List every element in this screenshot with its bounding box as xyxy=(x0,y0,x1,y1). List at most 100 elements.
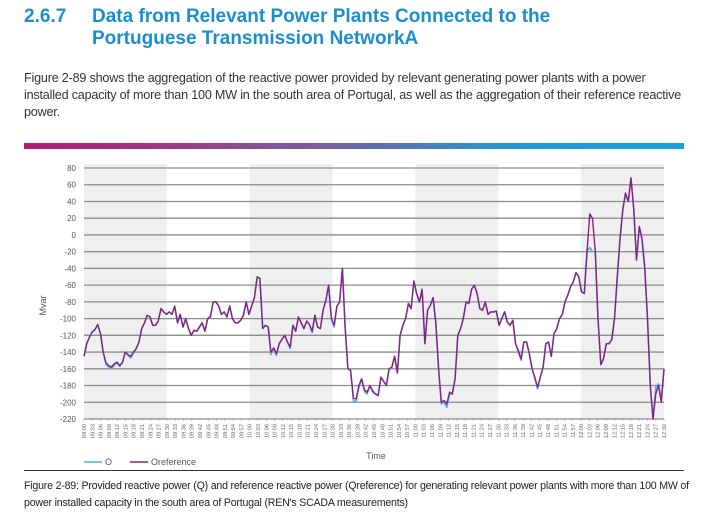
y-tick-label: -20 xyxy=(64,248,76,257)
x-tick-label: 11:09 xyxy=(438,424,444,438)
x-tick-label: 09:24 xyxy=(148,424,154,438)
x-tick-label: 09:09 xyxy=(107,424,113,438)
x-tick-label: 12:30 xyxy=(662,424,668,438)
y-tick-label: -40 xyxy=(64,264,76,273)
legend-item-q: Q xyxy=(84,457,112,467)
x-tick-label: 09:30 xyxy=(165,424,171,438)
y-tick-label: 60 xyxy=(67,181,76,190)
x-tick-label: 09:45 xyxy=(206,424,212,438)
x-tick-label: 10:30 xyxy=(331,424,337,438)
x-tick-label: 12:12 xyxy=(612,424,618,438)
x-tick-label: 10:39 xyxy=(355,424,361,438)
x-tick-label: 12:03 xyxy=(587,424,593,438)
x-tick-label: 09:06 xyxy=(99,424,105,438)
x-tick-label: 10:57 xyxy=(405,424,411,438)
x-tick-label: 11:21 xyxy=(471,424,477,438)
x-tick-label: 09:36 xyxy=(181,424,187,438)
x-tick-label: 10:51 xyxy=(389,424,395,438)
y-tick-label: 20 xyxy=(67,214,76,223)
x-tick-label: 11:57 xyxy=(571,424,577,438)
x-tick-label: 12:09 xyxy=(604,424,610,438)
x-tick-label: 09:33 xyxy=(173,424,179,438)
x-tick-label: 09:18 xyxy=(132,424,138,438)
chart-legend: Q Qreference xyxy=(84,457,196,467)
x-tick-label: 10:48 xyxy=(380,424,386,438)
x-tick-label: 11:15 xyxy=(455,424,461,438)
x-tick-label: 11:30 xyxy=(496,424,502,438)
shaded-band-2 xyxy=(415,164,499,419)
body-paragraph: Figure 2-89 shows the aggregation of the… xyxy=(24,71,682,119)
x-tick-label: 11:36 xyxy=(513,424,519,438)
x-tick-label: 10:24 xyxy=(314,424,320,438)
section-number: 2.6.7 xyxy=(24,6,67,27)
x-tick-label: 11:03 xyxy=(422,424,428,438)
x-tick-label: 10:03 xyxy=(256,424,262,438)
x-tick-label: 10:00 xyxy=(248,424,254,438)
x-tick-label: 11:18 xyxy=(463,424,469,438)
x-tick-label: 09:42 xyxy=(198,424,204,438)
x-tick-label: 12:27 xyxy=(654,424,660,438)
y-tick-label: -180 xyxy=(60,382,77,391)
x-tick-label: 11:45 xyxy=(538,424,544,438)
figure-caption: Figure 2-89: Provided reactive power (Q)… xyxy=(24,480,689,509)
x-tick-label: 09:51 xyxy=(223,424,229,438)
x-tick-label: 10:18 xyxy=(297,424,303,438)
x-tick-label: 10:36 xyxy=(347,424,353,438)
x-tick-label: 12:15 xyxy=(621,424,627,438)
x-axis-label: Time xyxy=(366,451,386,461)
y-tick-label: -100 xyxy=(60,315,77,324)
x-tick-label: 10:15 xyxy=(289,424,295,438)
x-tick-label: 11:33 xyxy=(505,424,511,438)
shaded-band-3 xyxy=(581,164,664,419)
y-tick-label: -160 xyxy=(60,365,77,374)
series-line-qreference xyxy=(83,177,665,420)
y-tick-label: -120 xyxy=(60,331,77,340)
x-tick-label: 09:15 xyxy=(123,424,129,438)
caption-rule xyxy=(24,470,684,471)
x-tick-label: 10:54 xyxy=(397,424,403,438)
y-tick-label: 40 xyxy=(67,197,76,206)
reactive-power-chart: 80 60 40 20 0 -20 -40 -60 -80 -100 -120 -140 -160 -18… xyxy=(0,155,702,467)
x-tick-label: 10:12 xyxy=(281,424,287,438)
series-line-q xyxy=(83,177,665,420)
y-tick-label: 80 xyxy=(67,164,76,173)
x-tick-label: 09:39 xyxy=(190,424,196,438)
x-tick-label: 09:48 xyxy=(215,424,221,438)
x-tick-label: 10:21 xyxy=(306,424,312,438)
x-tick-label: 09:21 xyxy=(140,424,146,438)
x-tick-label: 10:09 xyxy=(273,424,279,438)
x-tick-label: 12:21 xyxy=(637,424,643,438)
legend-label-qreference: Qreference xyxy=(151,457,196,465)
y-axis-label: Mvar xyxy=(38,295,48,315)
x-tick-label: 11:27 xyxy=(488,424,494,438)
x-tick-label: 11:51 xyxy=(554,424,560,438)
x-tick-label: 11:54 xyxy=(563,424,569,438)
y-tick-label: -220 xyxy=(60,415,77,424)
legend-label-q: Q xyxy=(105,457,112,465)
x-tick-label: 11:12 xyxy=(447,424,453,438)
x-tick-label: 11:42 xyxy=(529,424,535,438)
chart-svg: 80 60 40 20 0 -20 -40 -60 -80 -100 -120 -140 -160 -18… xyxy=(38,164,668,467)
legend-item-qreference: Qreference xyxy=(130,457,196,467)
x-tick-label: 10:27 xyxy=(322,424,328,438)
x-tick-label: 10:06 xyxy=(264,424,270,438)
x-tick-label: 11:24 xyxy=(480,424,486,438)
x-tick-label: 10:33 xyxy=(339,424,345,438)
x-tick-label: 09:00 xyxy=(82,424,88,438)
section-title: Data from Relevant Power Plants Connecte… xyxy=(92,6,551,49)
shaded-band-1 xyxy=(249,164,333,419)
x-tick-label: 11:00 xyxy=(413,424,419,438)
x-tick-label: 09:27 xyxy=(157,424,163,438)
x-tick-label: 09:57 xyxy=(239,424,245,438)
x-tick-label: 11:39 xyxy=(521,424,527,438)
figure-divider-gradient xyxy=(24,143,684,149)
x-tick-label: 10:42 xyxy=(364,424,370,438)
shaded-band-0 xyxy=(84,164,167,419)
x-tick-label: 09:54 xyxy=(231,424,237,438)
x-tick-label: 12:00 xyxy=(579,424,585,438)
x-tick-label: 11:06 xyxy=(430,424,436,438)
x-tick-label: 09:12 xyxy=(115,424,121,438)
x-tick-label: 09:03 xyxy=(90,424,96,438)
y-tick-label: -80 xyxy=(64,298,76,307)
x-tick-label: 12:06 xyxy=(596,424,602,438)
